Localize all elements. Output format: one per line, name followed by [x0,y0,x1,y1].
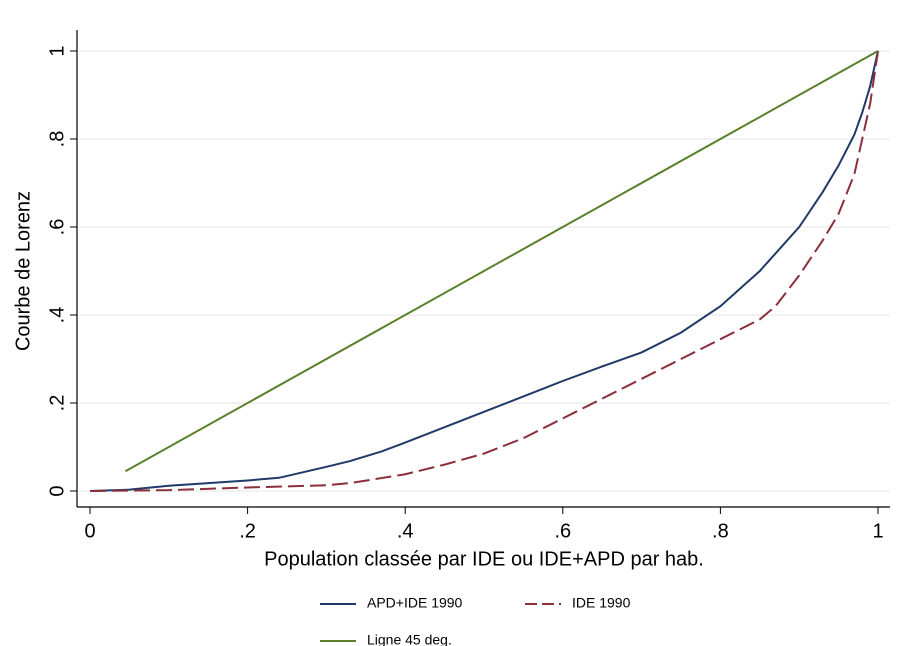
x-tick-label: .6 [554,520,571,542]
x-tick-label: .2 [239,520,256,542]
x-tick-label: .8 [712,520,729,542]
x-tick-label: .4 [397,520,414,542]
y-tick-label: .4 [46,307,68,324]
y-axis-label: Courbe de Lorenz [12,191,34,351]
line-series [89,50,879,492]
line-series [124,50,879,473]
line-series [89,50,879,492]
y-tick-label: .2 [46,395,68,412]
x-tick-label: 0 [84,520,95,542]
y-tick-label: .8 [46,131,68,148]
x-tick-label: 1 [872,520,883,542]
y-tick-label: 0 [46,485,68,496]
legend-label: IDE 1990 [572,595,631,611]
legend-label: Ligne 45 deg. [367,632,452,646]
x-axis-label: Population classée par IDE ou IDE+APD pa… [264,548,704,570]
legend-label: APD+IDE 1990 [367,595,463,611]
y-tick-label: .6 [46,219,68,236]
y-tick-label: 1 [46,45,68,56]
